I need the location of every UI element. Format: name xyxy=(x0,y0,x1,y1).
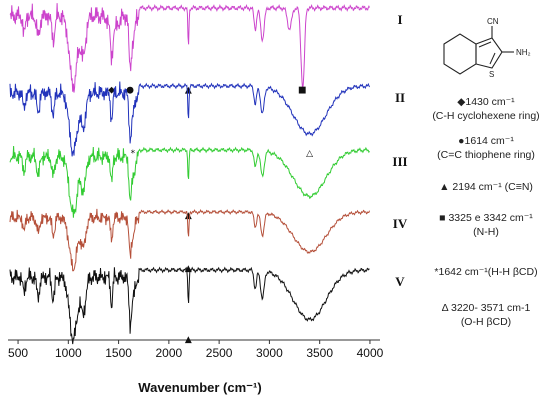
annotation-3325-desc: (N-H) xyxy=(473,226,499,238)
peak-marker: ● xyxy=(126,86,134,96)
peak-marker: △ xyxy=(306,149,313,159)
series-label: IV xyxy=(393,216,408,231)
peak-marker: * xyxy=(131,149,136,159)
spectra: I ◆ ● ▲ ■ II * △ III ▲ IV ▲ V ▲ xyxy=(9,3,408,345)
annotation-3325: ■ 3325 e 3342 cm⁻¹ xyxy=(439,212,533,224)
x-tick-label: 1000 xyxy=(55,346,82,360)
nh2-label: NH₂ xyxy=(516,48,531,57)
x-tick-label: 1500 xyxy=(105,346,132,360)
series-line-IV xyxy=(9,208,370,272)
x-tick-label: 3500 xyxy=(306,346,333,360)
annotation-1430-desc: (C-H cyclohexene ring) xyxy=(432,110,540,122)
annotation-1430: ◆1430 cm⁻¹ xyxy=(457,96,515,108)
molecule-structure: CN NH₂ S xyxy=(443,17,531,79)
annotation-1614: ●1614 cm⁻¹ xyxy=(458,135,514,147)
series-line-II xyxy=(9,81,370,157)
peak-marker: ▲ xyxy=(185,335,192,345)
annotation-3220-desc: (O-H βCD) xyxy=(460,316,512,328)
peak-marker: ◆ xyxy=(108,86,115,96)
series-label: I xyxy=(397,12,402,27)
series-label: III xyxy=(392,154,407,169)
peak-marker: ▲ xyxy=(185,264,192,274)
x-tick-label: 500 xyxy=(8,346,28,360)
series-label: II xyxy=(395,90,405,105)
x-axis: 500 1000 1500 2000 2500 3000 3500 4000 xyxy=(8,339,384,360)
series-line-III xyxy=(9,145,370,218)
peak-marker: ▲ xyxy=(185,86,192,96)
cn-label: CN xyxy=(487,17,499,26)
x-tick-label: 3000 xyxy=(256,346,283,360)
x-tick-label: 2500 xyxy=(206,346,233,360)
series-line-V xyxy=(9,266,370,345)
ftir-chart: 500 1000 1500 2000 2500 3000 3500 4000 I ◆ ● ▲ ■ II *… xyxy=(8,3,408,395)
annotation-1614-desc: (C=C thiophene ring) xyxy=(437,149,535,161)
series-label: V xyxy=(395,274,405,289)
peak-marker: ■ xyxy=(298,86,307,96)
annotation-panel: CN NH₂ S ◆1430 cm⁻¹ (C-H cyclohexene rin… xyxy=(422,6,550,402)
annotation-3220: Δ 3220- 3571 cm-1 xyxy=(441,302,531,314)
annotation-1642: *1642 cm⁻¹(H-H βCD) xyxy=(434,266,538,278)
series-line-I xyxy=(9,3,370,93)
x-tick-label: 2000 xyxy=(156,346,183,360)
x-axis-label: Wavenumber (cm⁻¹) xyxy=(138,380,261,395)
annotation-2194: ▲ 2194 cm⁻¹ (C≡N) xyxy=(439,181,533,193)
peak-marker: ▲ xyxy=(185,211,192,221)
sulfur-label: S xyxy=(489,70,494,79)
x-tick-label: 4000 xyxy=(357,346,384,360)
